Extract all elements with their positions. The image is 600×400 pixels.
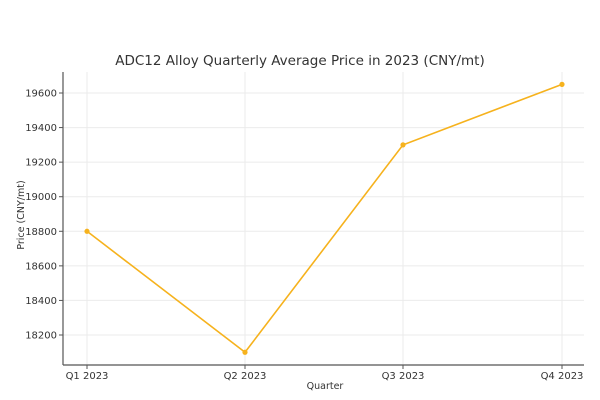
data-series [84,81,565,355]
gridlines [63,72,584,365]
chart-title: ADC12 Alloy Quarterly Average Price in 2… [115,53,485,69]
data-point-marker [242,349,248,355]
y-axis-label: Price (CNY/mt) [16,180,27,249]
data-point-marker [84,228,90,234]
y-tick-label: 19400 [25,123,57,134]
y-tick-label: 18800 [25,227,57,238]
price-line [86,83,563,354]
x-axis-label: Quarter [307,381,344,392]
data-point-marker [400,142,406,148]
data-point-marker [559,81,565,87]
axes [62,72,584,366]
y-tick-label: 18200 [25,331,57,342]
y-tick-label: 18400 [25,296,57,307]
y-tick-label: 18600 [25,261,57,272]
y-tick-label: 19000 [25,192,57,203]
x-tick-label: Q4 2023 [541,371,584,382]
y-tick-label: 19200 [25,158,57,169]
y-tick-label: 19600 [25,89,57,100]
x-axis-ticks: Q1 2023 Q2 2023 Q3 2023 Q4 2023 [66,365,584,382]
y-axis-ticks: 18200 18400 18600 18800 19000 19200 19400 19600 [25,89,63,342]
x-tick-label: Q1 2023 [66,371,109,382]
x-tick-label: Q2 2023 [224,371,267,382]
x-tick-label: Q3 2023 [382,371,425,382]
